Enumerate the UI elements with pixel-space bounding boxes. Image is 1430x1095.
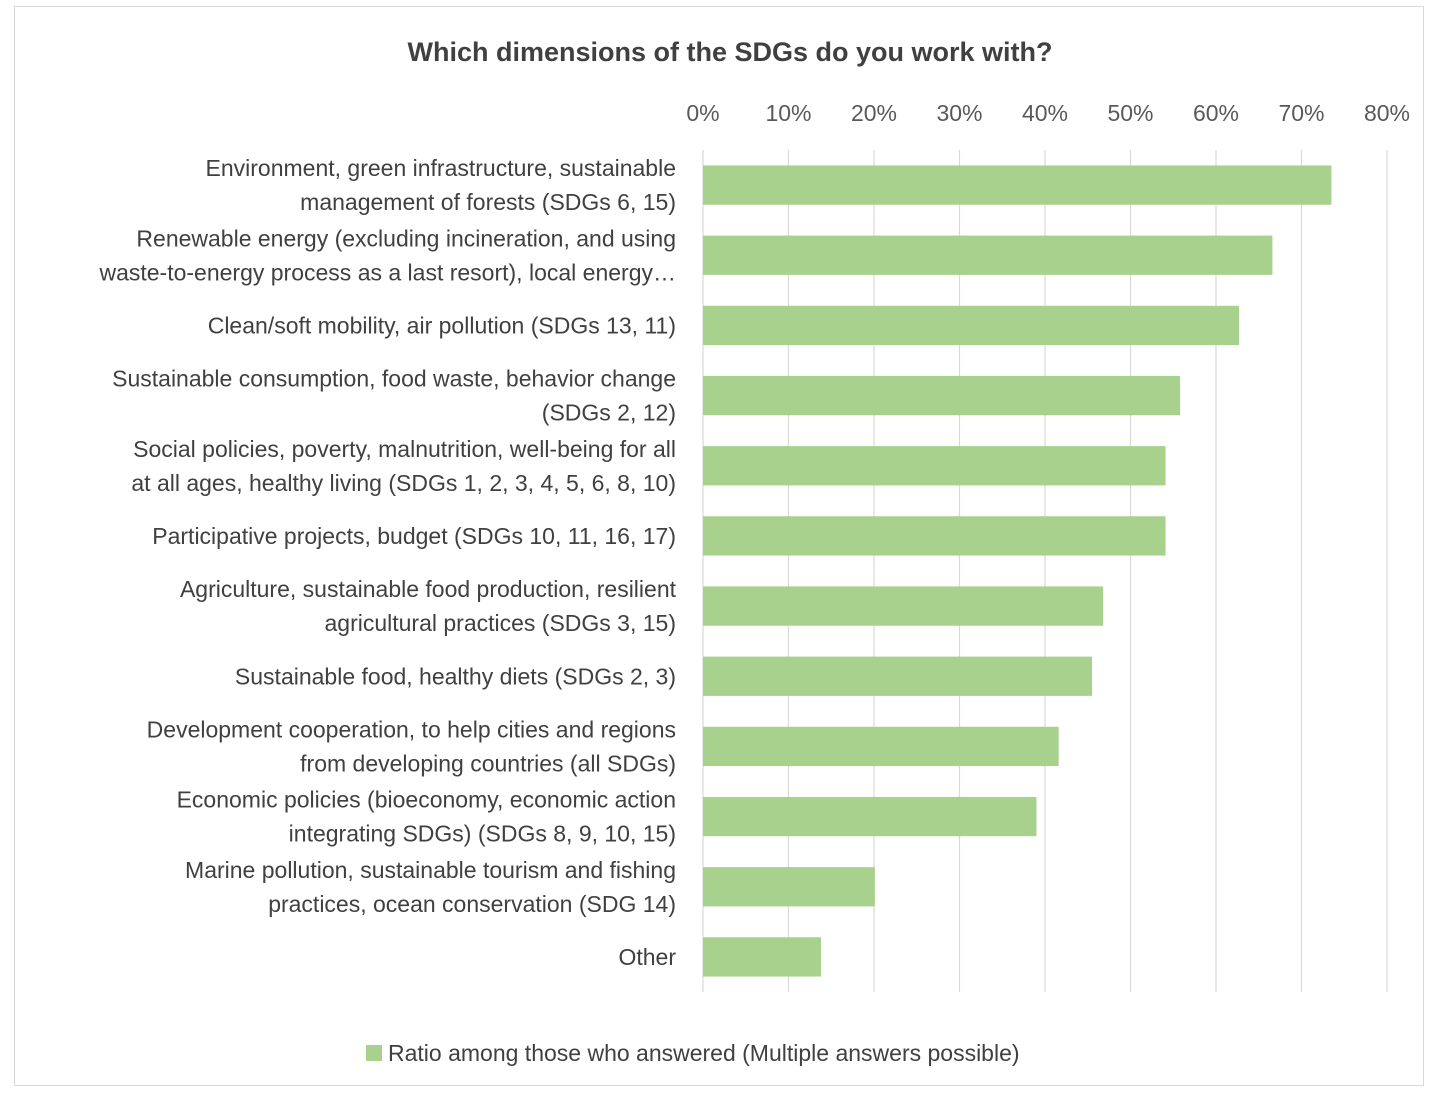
category-label-line: Renewable energy (excluding incineration… <box>136 225 676 251</box>
category-label-line: Sustainable consumption, food waste, beh… <box>112 366 676 392</box>
category-label: Agriculture, sustainable food production… <box>180 576 677 636</box>
category-label-line: at all ages, healthy living (SDGs 1, 2, … <box>131 470 676 496</box>
category-label-line: integrating SDGs) (SDGs 8, 9, 10, 15) <box>289 821 676 847</box>
chart-title: Which dimensions of the SDGs do you work… <box>407 37 1052 67</box>
legend-swatch <box>366 1045 382 1061</box>
category-label-line: Economic policies (bioeconomy, economic … <box>177 787 676 813</box>
x-tick-label: 30% <box>936 100 982 126</box>
category-label: Participative projects, budget (SDGs 10,… <box>152 523 676 549</box>
category-label: Marine pollution, sustainable tourism an… <box>185 857 676 917</box>
category-label-line: practices, ocean conservation (SDG 14) <box>268 891 676 917</box>
bar <box>703 796 1037 837</box>
category-label-line: Development cooperation, to help cities … <box>147 716 676 742</box>
bar <box>703 656 1093 696</box>
category-label-line: Clean/soft mobility, air pollution (SDGs… <box>208 312 676 338</box>
category-label-line: (SDGs 2, 12) <box>542 400 676 426</box>
category-label: Economic policies (bioeconomy, economic … <box>177 787 676 847</box>
category-label-line: Participative projects, budget (SDGs 10,… <box>152 523 676 549</box>
bar <box>703 867 875 907</box>
legend-label: Ratio among those who answered (Multiple… <box>388 1040 1020 1066</box>
category-label: Development cooperation, to help cities … <box>147 716 676 776</box>
category-label-line: Environment, green infrastructure, susta… <box>206 155 676 181</box>
x-axis-tick-labels: 0% 10% 20% 30% 40% 50% 60% 70% 80% <box>686 100 1410 126</box>
x-tick-label: 50% <box>1107 100 1153 126</box>
category-label-line: Other <box>618 944 676 970</box>
category-label: Renewable energy (excluding incineration… <box>98 225 676 285</box>
bar <box>703 305 1240 346</box>
x-tick-label: 20% <box>851 100 897 126</box>
category-label-line: from developing countries (all SDGs) <box>300 750 676 776</box>
x-tick-label: 60% <box>1193 100 1239 126</box>
x-tick-label: 70% <box>1278 100 1324 126</box>
category-label: Clean/soft mobility, air pollution (SDGs… <box>208 312 676 338</box>
category-label-line: management of forests (SDGs 6, 15) <box>300 189 676 215</box>
category-label-line: Marine pollution, sustainable tourism an… <box>185 857 676 883</box>
gridlines <box>702 150 1388 992</box>
x-tick-label: 0% <box>686 100 719 126</box>
bar <box>703 516 1166 556</box>
category-label-line: waste-to-energy process as a last resort… <box>98 259 676 285</box>
x-tick-label: 10% <box>765 100 811 126</box>
x-tick-label: 80% <box>1364 100 1410 126</box>
bar <box>703 586 1104 626</box>
category-label: Social policies, poverty, malnutrition, … <box>131 436 676 496</box>
category-label-line: Sustainable food, healthy diets (SDGs 2,… <box>235 663 676 689</box>
category-label: Other <box>618 944 676 970</box>
category-label: Environment, green infrastructure, susta… <box>206 155 676 215</box>
bars <box>703 165 1332 977</box>
x-tick-label: 40% <box>1022 100 1068 126</box>
category-label-line: Agriculture, sustainable food production… <box>180 576 677 602</box>
legend: Ratio among those who answered (Multiple… <box>366 1040 1020 1066</box>
category-labels: Environment, green infrastructure, susta… <box>98 155 676 970</box>
bar <box>703 937 821 977</box>
bar <box>703 726 1059 767</box>
category-label-line: Social policies, poverty, malnutrition, … <box>133 436 676 462</box>
bar <box>703 446 1166 486</box>
category-label: Sustainable food, healthy diets (SDGs 2,… <box>235 663 676 689</box>
bar <box>703 375 1181 416</box>
bar <box>703 235 1273 275</box>
bar <box>703 165 1332 205</box>
category-label-line: agricultural practices (SDGs 3, 15) <box>324 610 676 636</box>
category-label: Sustainable consumption, food waste, beh… <box>112 366 676 426</box>
